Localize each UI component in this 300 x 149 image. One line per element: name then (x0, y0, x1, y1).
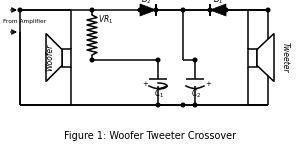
Circle shape (181, 8, 185, 12)
Circle shape (266, 8, 270, 12)
Text: +: + (142, 81, 148, 87)
Circle shape (193, 103, 197, 107)
Circle shape (156, 103, 160, 107)
Polygon shape (46, 34, 62, 82)
Circle shape (90, 8, 94, 12)
Circle shape (208, 8, 212, 12)
Circle shape (224, 8, 228, 12)
Circle shape (154, 8, 158, 12)
Text: Tweeter: Tweeter (280, 42, 290, 73)
Circle shape (18, 8, 22, 12)
Text: From Amplifier: From Amplifier (3, 20, 46, 24)
Text: $C_2$: $C_2$ (191, 88, 201, 100)
Text: Woofer: Woofer (46, 44, 55, 71)
Polygon shape (257, 34, 274, 82)
Text: $VR_1$: $VR_1$ (98, 14, 113, 26)
Circle shape (193, 58, 197, 62)
Polygon shape (210, 4, 226, 16)
Polygon shape (140, 4, 156, 16)
Bar (248, 49, 257, 66)
Text: $D_2$: $D_2$ (141, 0, 152, 7)
Circle shape (156, 58, 160, 62)
Text: Figure 1: Woofer Tweeter Crossover: Figure 1: Woofer Tweeter Crossover (64, 131, 236, 141)
Circle shape (90, 58, 94, 62)
Text: +: + (205, 81, 211, 87)
Circle shape (138, 8, 142, 12)
Bar (62, 49, 71, 66)
Text: $D_1$: $D_1$ (213, 0, 224, 7)
Text: $C_1$: $C_1$ (154, 88, 164, 100)
Circle shape (181, 103, 185, 107)
